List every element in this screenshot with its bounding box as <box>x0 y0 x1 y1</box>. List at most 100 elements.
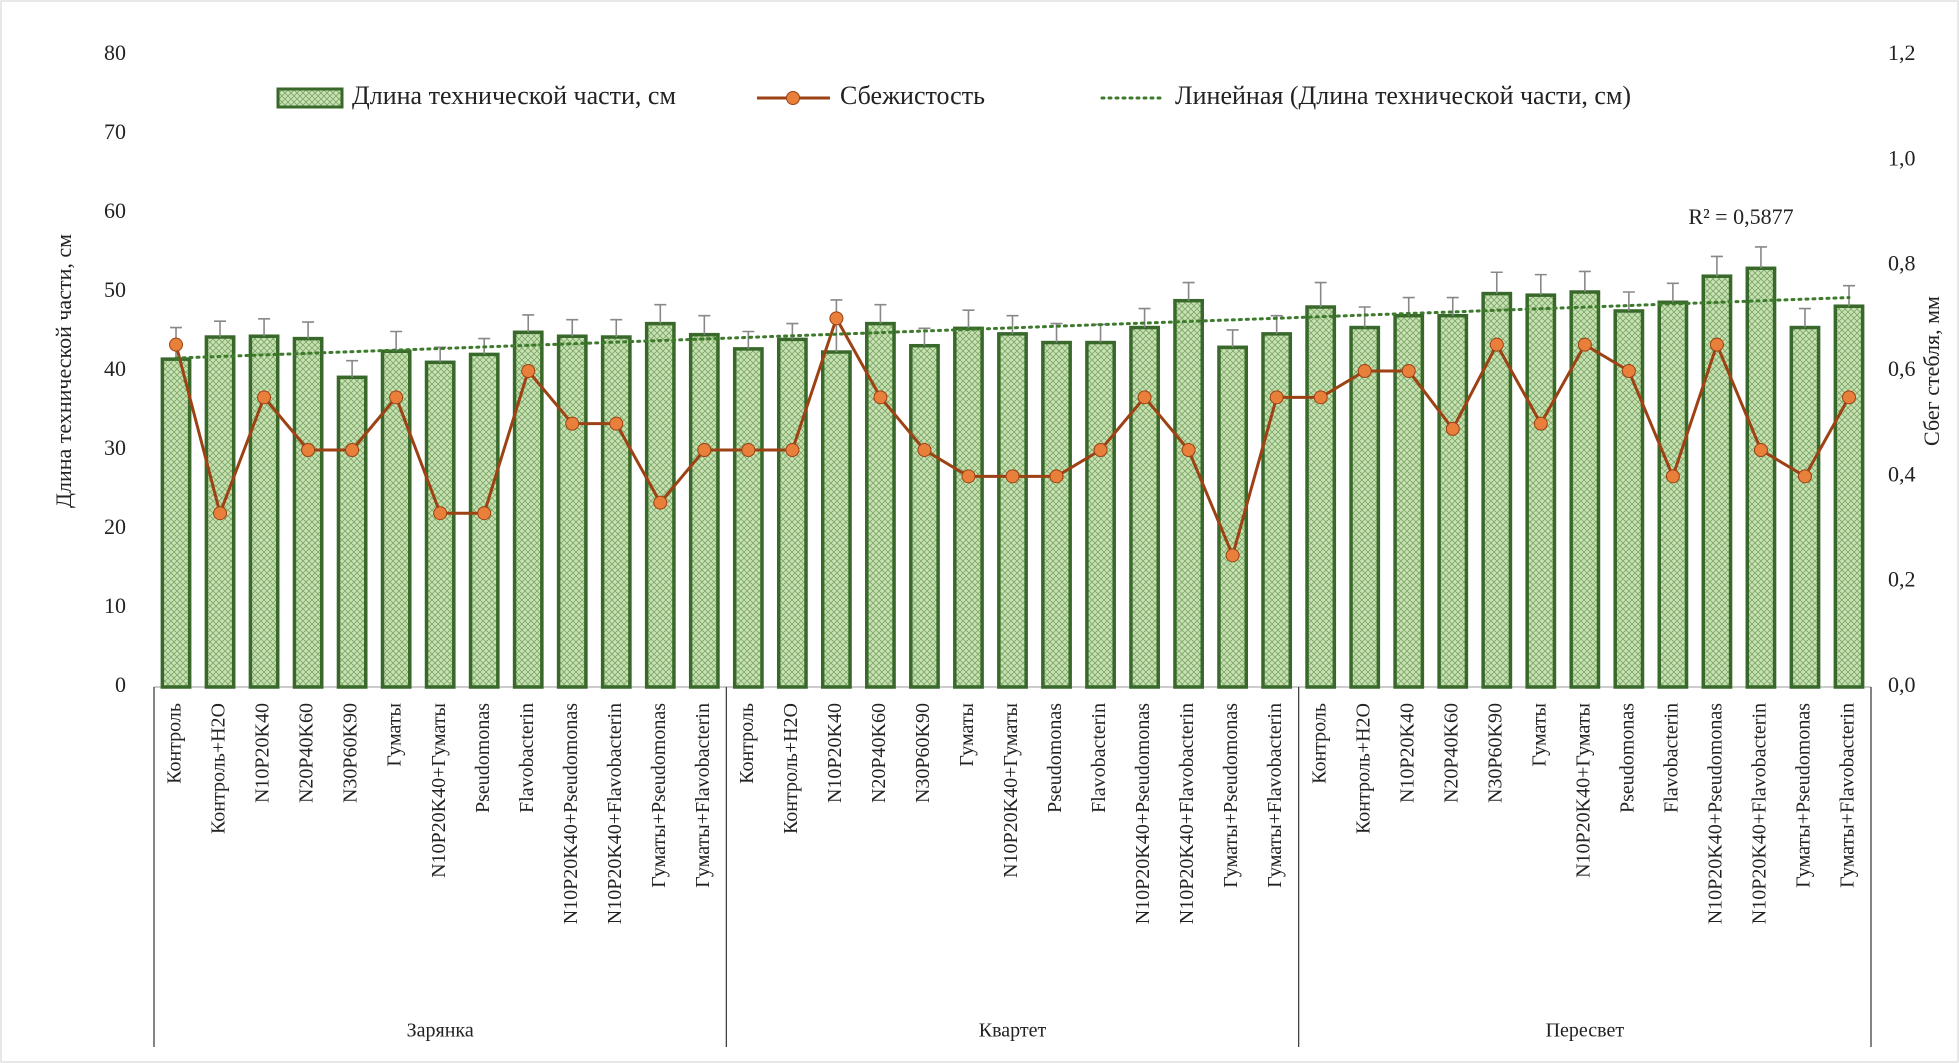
line-marker <box>1709 337 1724 352</box>
x-tick-label: Гуматы <box>1528 703 1550 767</box>
error-bar <box>1842 284 1855 307</box>
bar <box>1657 300 1689 689</box>
error-bar <box>654 303 667 324</box>
y-tick-label: 60 <box>104 198 126 223</box>
x-tick-label: N10P20K40+Flavobacterin <box>1176 703 1198 924</box>
error-bar <box>258 318 271 337</box>
bar <box>688 332 720 689</box>
line-marker <box>829 311 844 326</box>
error-bar <box>1446 296 1459 316</box>
trend-line <box>174 296 1851 360</box>
line-marker <box>1577 337 1592 352</box>
x-tick-label: Гуматы+Flavobacterin <box>1837 703 1859 888</box>
line-marker <box>1313 390 1328 405</box>
bar <box>380 349 412 689</box>
error-bar <box>1710 255 1723 277</box>
bar <box>909 343 940 689</box>
line-marker <box>697 443 712 457</box>
bar <box>1261 332 1293 689</box>
y2-tick-label: 0,6 <box>1888 356 1916 381</box>
x-tick-label: Контроль <box>164 703 186 784</box>
legend-swatch <box>276 87 344 109</box>
y-axis-label: Длина технической части, см <box>51 234 76 508</box>
y2-axis-label: Сбег стебля, мм <box>1919 296 1944 446</box>
x-tick-label: N30P60K90 <box>1484 703 1506 803</box>
bar <box>600 335 632 689</box>
x-tick-label: N20P40K60 <box>868 703 890 803</box>
x-tick-label: N10P20K40+Flavobacterin <box>604 703 626 924</box>
line-marker <box>1401 364 1416 378</box>
x-tick-label: N10P20K40+Pseudomonas <box>1132 703 1154 925</box>
error-bar <box>1138 307 1151 328</box>
bar <box>776 337 808 689</box>
x-tick-label: Гуматы+Flavobacterin <box>1264 703 1286 888</box>
line-marker <box>389 390 404 405</box>
y-tick-label: 30 <box>104 435 126 460</box>
x-tick-label: Pseudomonas <box>1616 703 1638 813</box>
error-bar <box>698 314 711 335</box>
error-bar <box>1490 271 1503 294</box>
bar <box>732 347 764 689</box>
x-tick-label: Гуматы+Pseudomonas <box>648 703 670 888</box>
bar <box>953 326 984 689</box>
line-marker <box>961 469 976 484</box>
line-marker <box>1621 364 1636 378</box>
x-tick-label: Гуматы+Pseudomonas <box>1220 703 1242 888</box>
x-tick-label: Контроль+H2O <box>208 703 230 834</box>
bar <box>1833 304 1865 689</box>
line-marker <box>521 364 536 378</box>
line-marker <box>741 443 756 457</box>
legend-swatch <box>786 91 800 105</box>
bar <box>1437 313 1469 689</box>
bar <box>424 360 456 689</box>
line-marker <box>345 443 360 457</box>
error-bar <box>214 320 227 338</box>
line-marker <box>433 506 448 521</box>
y-tick-label: 10 <box>104 593 126 618</box>
x-tick-label: N10P20K40 <box>252 703 274 803</box>
y2-tick-label: 0,0 <box>1888 672 1916 697</box>
x-tick-label: Гуматы+Pseudomonas <box>1793 703 1815 888</box>
y-tick-label: 0 <box>115 672 126 697</box>
error-bar <box>742 330 755 349</box>
x-tick-label: N20P40K60 <box>1440 703 1462 803</box>
error-bar <box>1754 246 1767 269</box>
x-tick-label: Гуматы <box>956 703 978 767</box>
error-bar <box>1314 281 1327 308</box>
group-label: Зарянка <box>407 1020 474 1042</box>
y-tick-label: 50 <box>104 277 126 302</box>
line-marker <box>785 443 800 457</box>
bar <box>1569 290 1601 689</box>
group-label: Квартет <box>979 1020 1047 1042</box>
line-marker <box>1093 443 1108 457</box>
group-label: Пересвет <box>1546 1020 1625 1042</box>
bar <box>1041 340 1072 689</box>
error-bar <box>302 321 315 339</box>
error-bar <box>346 359 359 378</box>
x-tick-label: Pseudomonas <box>1044 703 1066 813</box>
line-marker <box>1841 390 1856 405</box>
bar <box>468 352 500 689</box>
bar <box>1305 305 1337 689</box>
line-marker <box>609 416 624 431</box>
line-marker <box>169 337 184 352</box>
x-tick-label: N10P20K40 <box>1396 703 1418 803</box>
error-bar <box>1534 273 1547 296</box>
x-tick-label: N10P20K40+Гуматы <box>1572 703 1594 878</box>
error-bar <box>390 330 403 352</box>
y-tick-label: 40 <box>104 356 126 381</box>
legend-label: Сбежистость <box>840 81 985 110</box>
y2-tick-label: 0,8 <box>1888 251 1916 276</box>
bar <box>1173 298 1205 689</box>
error-bar <box>1226 329 1239 348</box>
line-marker <box>1533 416 1548 431</box>
line-marker <box>1049 469 1064 484</box>
line-marker <box>1181 443 1196 457</box>
x-tick-label: N10P20K40+Pseudomonas <box>1705 703 1727 925</box>
error-bar <box>1006 314 1019 334</box>
line-marker <box>917 443 932 457</box>
legend-label: Длина технической части, см <box>352 81 676 110</box>
line-marker <box>213 506 228 521</box>
